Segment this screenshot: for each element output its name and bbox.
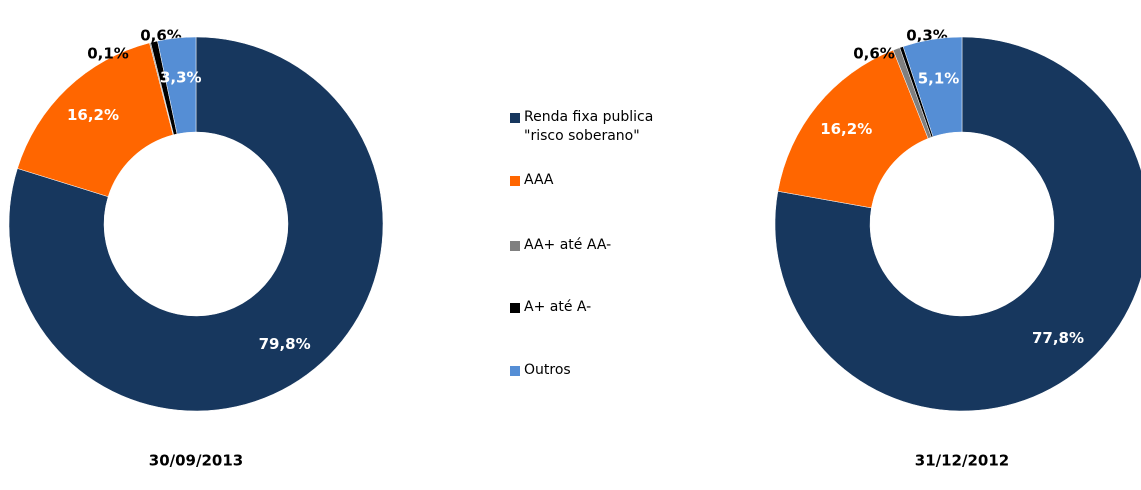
data-label: 5,1% bbox=[918, 69, 960, 87]
legend-item: Renda fixa publica "risco soberano" bbox=[510, 108, 685, 146]
legend-item: Outros bbox=[510, 361, 710, 380]
data-label: 0,1% bbox=[87, 45, 129, 63]
legend-swatch bbox=[510, 241, 520, 251]
legend-swatch bbox=[510, 366, 520, 376]
legend-swatch bbox=[510, 303, 520, 313]
legend-label: Outros bbox=[524, 362, 571, 378]
donut-slice bbox=[777, 49, 929, 209]
chart-title: 31/12/2012 bbox=[915, 452, 1009, 470]
donut-slice bbox=[157, 36, 197, 135]
donut-slice bbox=[774, 36, 1141, 412]
legend-label: AAA bbox=[524, 172, 554, 188]
data-label: 3,3% bbox=[160, 68, 202, 86]
chart-title: 30/09/2013 bbox=[149, 452, 243, 470]
data-label: 77,8% bbox=[1032, 329, 1084, 347]
legend-item: AAA bbox=[510, 171, 710, 190]
donut-slice bbox=[8, 36, 384, 412]
data-label: 0,6% bbox=[853, 45, 895, 63]
legend-label: AA+ até AA- bbox=[524, 237, 612, 253]
data-label: 16,2% bbox=[67, 106, 119, 124]
data-label: 16,2% bbox=[820, 120, 872, 138]
donut-slice bbox=[902, 36, 963, 137]
donut-slice bbox=[17, 42, 174, 197]
legend-item: A+ até A- bbox=[510, 298, 710, 317]
legend-item: AA+ até AA- bbox=[510, 236, 710, 255]
legend-swatch bbox=[510, 176, 520, 186]
data-label: 79,8% bbox=[259, 335, 311, 353]
legend-label: Renda fixa publica "risco soberano" bbox=[524, 109, 654, 144]
legend-swatch bbox=[510, 113, 520, 123]
legend-label: A+ até A- bbox=[524, 299, 592, 315]
